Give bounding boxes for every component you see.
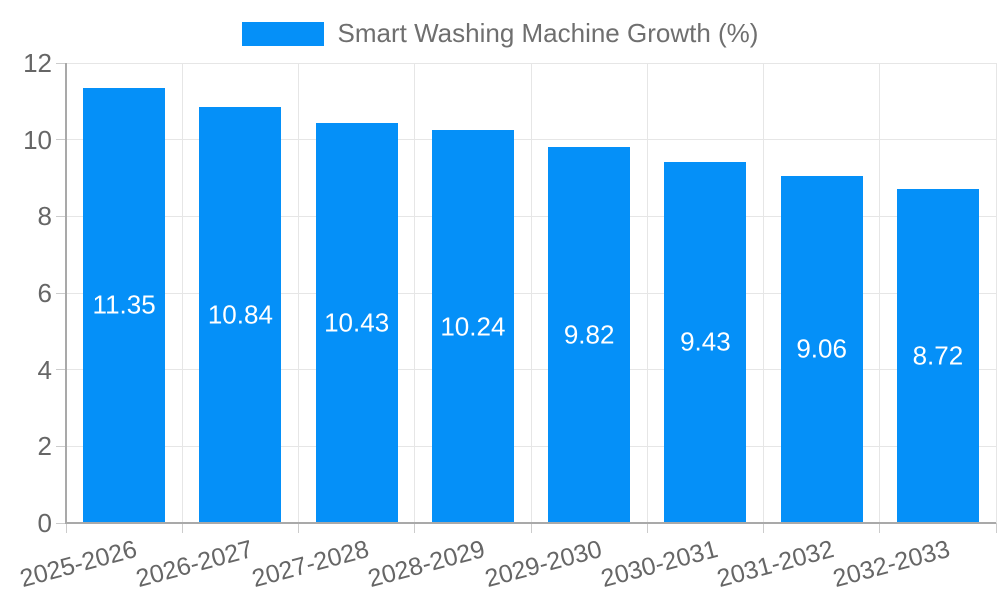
gridline-v <box>879 63 881 523</box>
legend[interactable]: Smart Washing Machine Growth (%) <box>0 18 1000 49</box>
y-tick-label: 4 <box>37 354 52 385</box>
y-tick-label: 0 <box>37 508 52 538</box>
bar-2027-2028[interactable] <box>315 123 398 523</box>
bar-2028-2029[interactable] <box>431 130 514 523</box>
x-tick-label: 2025-2026 <box>16 535 140 593</box>
gridline-v <box>646 63 648 523</box>
y-tick-label: 6 <box>37 278 52 308</box>
x-tick <box>530 523 532 533</box>
y-tick <box>56 292 66 294</box>
y-tick-label: 12 <box>23 48 52 78</box>
bar-2032-2033[interactable] <box>896 188 979 523</box>
y-tick <box>56 139 66 141</box>
y-tick <box>56 215 66 217</box>
bar-2026-2027[interactable] <box>199 107 282 523</box>
gridline-v <box>763 63 764 523</box>
gridline-v <box>995 63 997 523</box>
bar-value-label: 10.43 <box>324 307 390 338</box>
x-tick <box>879 523 881 533</box>
y-axis-line <box>65 63 67 524</box>
gridline-v <box>530 63 532 523</box>
bar-value-label: 9.82 <box>563 319 615 350</box>
x-tick <box>646 523 648 533</box>
y-tick-label: 8 <box>37 201 52 232</box>
y-tick <box>56 522 66 524</box>
x-tick <box>65 523 67 533</box>
x-tick-label: 2031-2032 <box>714 535 837 593</box>
bar-value-label: 10.24 <box>440 311 506 342</box>
y-tick <box>56 369 66 371</box>
bar-2031-2032[interactable] <box>780 175 863 523</box>
x-tick-label: 2026-2027 <box>132 535 256 593</box>
bar-2030-2031[interactable] <box>664 161 747 523</box>
bar-value-label: 10.84 <box>207 299 273 330</box>
x-tick-label: 2028-2029 <box>365 535 489 593</box>
x-tick-label: 2032-2033 <box>830 535 954 593</box>
bar-value-label: 9.06 <box>796 333 847 364</box>
gridline-v <box>181 63 183 523</box>
legend-label: Smart Washing Machine Growth (%) <box>337 18 759 48</box>
gridline-v <box>298 63 299 523</box>
bar-value-label: 8.72 <box>912 340 964 371</box>
x-tick-label: 2027-2028 <box>249 535 372 593</box>
legend-swatch <box>241 21 324 46</box>
bar-value-label: 11.35 <box>92 289 156 320</box>
y-tick-label: 2 <box>37 431 52 462</box>
y-tick <box>56 62 66 64</box>
y-tick-label: 10 <box>23 124 52 155</box>
x-tick-label: 2030-2031 <box>597 535 721 593</box>
x-tick <box>995 523 997 533</box>
bar-2029-2030[interactable] <box>548 146 631 523</box>
x-tick <box>763 523 764 533</box>
x-axis-line <box>66 522 996 524</box>
y-tick <box>56 445 66 447</box>
x-tick <box>181 523 183 533</box>
bar-2025-2026[interactable] <box>83 87 166 523</box>
x-tick <box>414 523 416 533</box>
x-tick-label: 2029-2030 <box>481 535 605 593</box>
bar-value-label: 9.43 <box>680 326 731 357</box>
gridline-v <box>414 63 416 523</box>
x-tick <box>298 523 299 533</box>
